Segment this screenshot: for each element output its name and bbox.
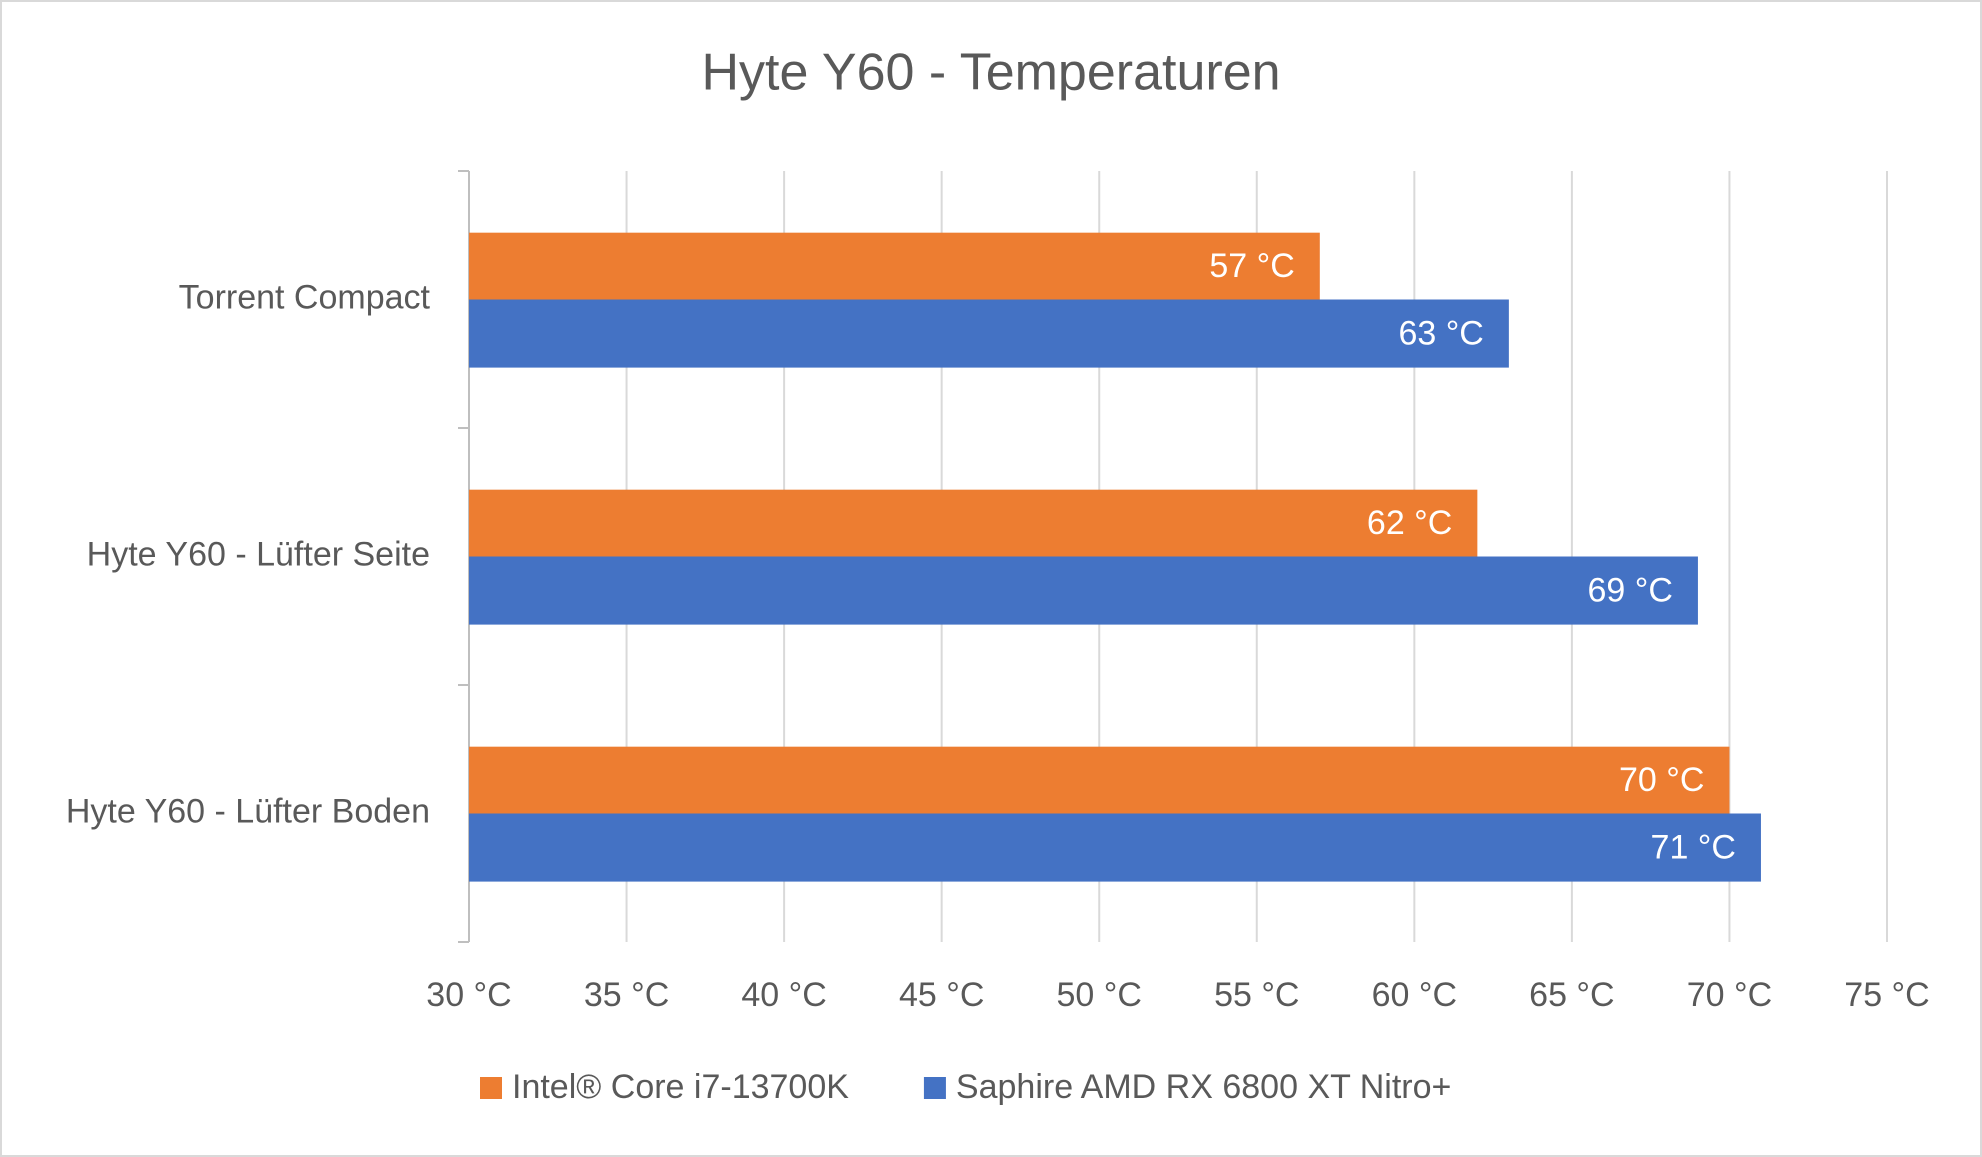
bar [469, 299, 1509, 368]
bar [469, 746, 1730, 814]
data-label: 63 °C [1398, 315, 1483, 353]
y-tick-label: Hyte Y60 - Lüfter Boden [66, 792, 430, 830]
legend-label: Saphire AMD RX 6800 XT Nitro+ [956, 1068, 1451, 1106]
legend-swatch [480, 1077, 502, 1099]
data-label: 69 °C [1588, 572, 1673, 610]
x-tick-label: 35 °C [584, 976, 669, 1014]
data-label: 70 °C [1619, 761, 1704, 799]
x-tick-label: 40 °C [741, 976, 826, 1014]
bar [469, 813, 1761, 882]
legend-label: Intel® Core i7-13700K [512, 1068, 849, 1106]
data-label: 57 °C [1209, 247, 1294, 285]
x-tick-label: 50 °C [1057, 976, 1142, 1014]
x-tick-label: 75 °C [1844, 976, 1929, 1014]
x-tick-label: 65 °C [1529, 976, 1614, 1014]
data-label: 62 °C [1367, 504, 1452, 542]
bar [469, 556, 1698, 625]
legend-swatch [923, 1077, 946, 1099]
x-tick-label: 60 °C [1372, 976, 1457, 1014]
data-label: 71 °C [1651, 829, 1736, 867]
x-tick-label: 70 °C [1687, 976, 1772, 1014]
y-tick-label: Torrent Compact [179, 278, 431, 316]
chart-title: Hyte Y60 - Temperaturen [701, 44, 1280, 102]
bar [469, 489, 1478, 557]
x-tick-label: 45 °C [899, 976, 984, 1014]
x-tick-label: 55 °C [1214, 976, 1299, 1014]
y-tick-label: Hyte Y60 - Lüfter Seite [87, 535, 430, 573]
x-tick-label: 30 °C [426, 976, 511, 1014]
bar [469, 232, 1320, 300]
